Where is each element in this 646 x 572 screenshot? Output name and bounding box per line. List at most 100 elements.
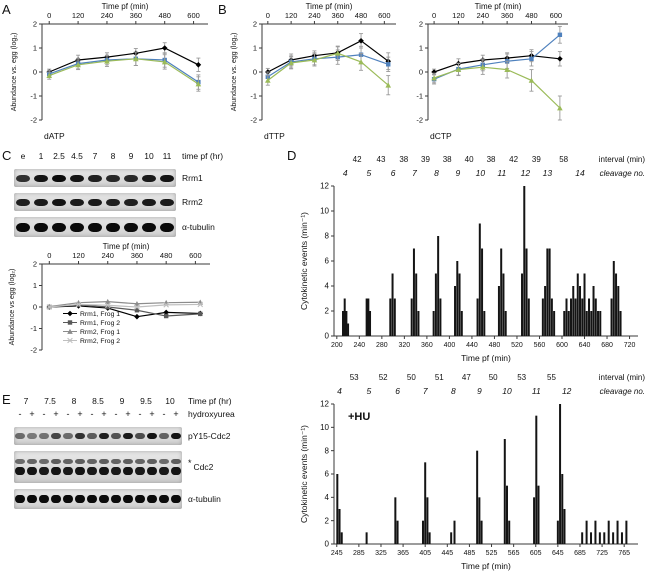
blot-strip: [14, 217, 176, 237]
protein-band: [147, 433, 157, 439]
rect-glyph: [588, 298, 591, 336]
text-glyph: 0: [33, 68, 37, 77]
text-glyph: Time pf (min): [475, 2, 522, 11]
protein-band-upper: [63, 459, 73, 464]
blot-lane: [14, 169, 32, 187]
protein-band: [39, 495, 49, 503]
panel-d-label: D: [287, 148, 297, 163]
rect-glyph: [598, 532, 601, 544]
protein-band: [51, 433, 61, 439]
blot-lane: [74, 451, 86, 483]
path-glyph: [311, 57, 318, 63]
protein-band: [171, 467, 181, 475]
text-glyph: 47: [462, 373, 471, 382]
protein-band: [16, 198, 30, 206]
text-glyph: 0: [325, 332, 330, 341]
text-glyph: 480: [160, 251, 173, 260]
blot-lane: [122, 427, 134, 445]
rect-glyph: [537, 485, 540, 544]
rect-glyph: [412, 248, 415, 336]
blot-lane: [50, 427, 62, 445]
rect-glyph: [338, 509, 341, 544]
rect-glyph: [483, 311, 486, 336]
blot-lane: [50, 193, 68, 211]
text-glyph: 51: [435, 373, 444, 382]
time-label: 8: [71, 396, 77, 406]
rect-glyph: [508, 520, 511, 544]
hydroxyurea-sign: -: [162, 409, 166, 419]
time-label: 9.5: [140, 396, 152, 406]
path-glyph: [161, 59, 168, 65]
hydroxyurea-sign: -: [66, 409, 70, 419]
rect-glyph: [506, 485, 509, 544]
blot-lane: [146, 489, 158, 509]
text-glyph: 240: [308, 11, 321, 20]
rect-glyph: [393, 298, 396, 336]
text-glyph: 1: [33, 44, 37, 53]
text-glyph: interval (min): [599, 155, 646, 164]
path-glyph: [75, 299, 82, 306]
hydroxyurea-signs: - + - + - + - + - + - + - +: [14, 409, 182, 419]
text-glyph: 6: [325, 470, 330, 479]
text-glyph: 765: [618, 550, 630, 557]
protein-band: [106, 198, 120, 206]
blot-lane: [86, 451, 98, 483]
lane-label: 2.5: [53, 151, 65, 161]
blot-lane: [98, 451, 110, 483]
path-glyph: [195, 81, 202, 87]
blot-lane: [122, 193, 140, 211]
rect-glyph: [453, 520, 456, 544]
text-glyph: 58: [559, 155, 568, 164]
text-glyph: 605: [530, 550, 542, 557]
blot-lane: [98, 427, 110, 445]
rect-glyph: [437, 236, 440, 336]
rect-glyph: [535, 415, 538, 544]
blot-lane: [86, 427, 98, 445]
protein-band: [87, 467, 97, 475]
annotations: 4 5 6 7 8 9 10 11 12 53 52 50 51 47 50 53 55 interval (mi…: [337, 373, 645, 423]
text-glyph: +HU: [348, 411, 370, 423]
axes: 0 120 240 360 480 600 Time pf (min) 2 1 0 -1 -2 Abun…: [11, 2, 208, 141]
panel-a-label: A: [2, 2, 11, 17]
rect-glyph: [365, 298, 368, 336]
text-glyph: 50: [407, 373, 416, 382]
text-glyph: 725: [596, 550, 608, 557]
protein-band: [106, 222, 120, 232]
text-glyph: 0: [47, 251, 51, 260]
rrm-abundance-chart: 0 120 240 360 480 600 Time pf (min) 2 1 0 -1 -2 Abun…: [9, 242, 210, 355]
text-glyph: 400: [444, 342, 456, 349]
protein-band: [70, 222, 84, 232]
path-glyph: [528, 77, 535, 83]
rect-glyph: [340, 532, 343, 544]
series-rrm2-frog2: [46, 301, 204, 310]
text-glyph: 2: [33, 20, 37, 29]
text-glyph: 325: [375, 550, 387, 557]
path-glyph: [557, 105, 563, 111]
rect-glyph: [541, 298, 544, 336]
rect-glyph: [553, 311, 556, 336]
text-glyph: 360: [130, 11, 143, 20]
protein-band: [63, 495, 73, 503]
rect-glyph: [590, 532, 593, 544]
text-glyph: 0: [325, 540, 330, 549]
text-glyph: -1: [416, 92, 423, 101]
text-glyph: -1: [30, 324, 37, 333]
protein-band: [27, 467, 37, 475]
panel-b-label: B: [218, 2, 227, 17]
rect-glyph: [523, 186, 526, 336]
blot-lane: [170, 489, 182, 509]
rect-glyph: [481, 248, 484, 336]
text-glyph: 640: [579, 342, 591, 349]
protein-band-upper: [15, 459, 25, 464]
path-glyph: [431, 75, 437, 81]
blot-lane: [98, 489, 110, 509]
blot-lane: [170, 451, 182, 483]
polyline-glyph: [48, 47, 199, 73]
text-glyph: 8: [451, 386, 456, 396]
rect-glyph: [389, 298, 392, 336]
rect-glyph: [529, 56, 534, 61]
rect-glyph: [533, 497, 536, 544]
rect-glyph: [603, 532, 606, 544]
